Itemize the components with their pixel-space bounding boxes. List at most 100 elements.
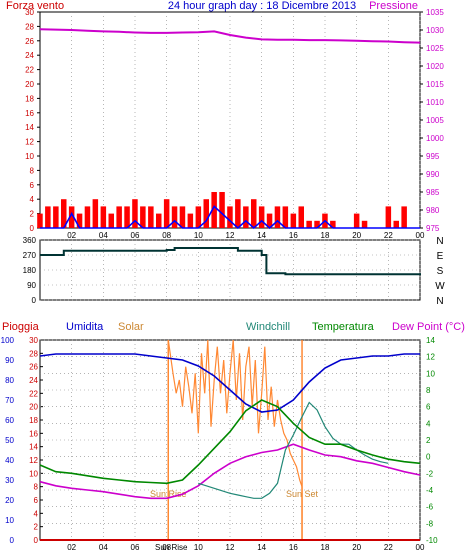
direction-plot: 0 N 90 W 180 S 270 E 360 N <box>23 236 446 307</box>
rain-tick-label: 6 <box>34 496 39 505</box>
wind-bar <box>235 199 241 228</box>
wind-tick-label: 24 <box>25 51 34 60</box>
humidity-tick-label: 20 <box>5 496 14 505</box>
wind-tick-label: 16 <box>25 109 34 118</box>
legend-solar: Solar <box>118 321 144 333</box>
humidity-tick-label: 50 <box>5 436 14 445</box>
rain-tick-label: 16 <box>29 429 38 438</box>
x-tick-label: 22 <box>384 543 393 552</box>
wind-bar <box>251 199 257 228</box>
temperature-tick-label: 2 <box>426 436 431 445</box>
legend-rain: Pioggia <box>2 321 40 333</box>
pressure-tick-label: 1000 <box>426 134 444 143</box>
compass-label: S <box>437 266 444 277</box>
wind-bar <box>306 220 312 228</box>
wind-bar <box>361 220 368 228</box>
wind-bar <box>108 213 114 228</box>
humidity-tick-label: 100 <box>1 336 15 345</box>
x-tick-label: 02 <box>67 231 76 240</box>
wind-bar <box>187 213 194 228</box>
rain-tick-label: 20 <box>29 403 38 412</box>
wind-bar <box>393 220 399 228</box>
x-tick-label: 06 <box>131 231 140 240</box>
x-tick-label: 02 <box>67 543 76 552</box>
wind-bar <box>203 199 209 228</box>
compass-label: N <box>436 296 443 307</box>
wind-tick-label: 0 <box>30 224 35 233</box>
x-tick-label: 08 <box>162 231 171 240</box>
rain-tick-label: 28 <box>29 349 38 358</box>
wind-bar <box>76 213 83 228</box>
x-tick-label: 20 <box>352 231 361 240</box>
wind-bar <box>314 220 320 228</box>
wind-bar <box>330 220 336 228</box>
humidity-tick-label: 40 <box>5 456 14 465</box>
direction-tick-label: 270 <box>23 251 37 260</box>
temperature-tick-label: -2 <box>426 469 434 478</box>
compass-label: W <box>435 281 445 292</box>
x-tick-label: 16 <box>289 231 298 240</box>
wind-bar <box>53 206 59 228</box>
x-tick-label: 22 <box>384 231 393 240</box>
x-tick-label: 04 <box>99 231 108 240</box>
wind-bar <box>385 206 392 228</box>
x-tick-label: 14 <box>257 543 266 552</box>
rain-tick-label: 12 <box>29 456 38 465</box>
humidity-tick-label: 80 <box>5 376 14 385</box>
wind-bar <box>140 206 146 228</box>
dew-point-line <box>39 443 421 500</box>
pressure-tick-label: 1025 <box>426 44 444 53</box>
wind-bar <box>219 192 225 228</box>
wind-tick-label: 30 <box>25 8 34 17</box>
x-tick-label: 16 <box>289 543 298 552</box>
x-tick-label: 06 <box>131 543 140 552</box>
wind-bar <box>282 206 289 228</box>
x-tick-label: 12 <box>226 231 235 240</box>
temperature-tick-label: -8 <box>426 519 434 528</box>
pressure-tick-label: 1035 <box>426 8 444 17</box>
wind-bar <box>211 192 217 228</box>
direction-tick-label: 360 <box>23 236 37 245</box>
x-tick-label: 10 <box>194 543 203 552</box>
x-tick-label: 00 <box>416 543 425 552</box>
wind-bar <box>353 213 360 228</box>
wind-bar <box>37 213 43 228</box>
wind-bar <box>179 206 186 228</box>
x-tick-label: 20 <box>352 543 361 552</box>
rain-tick-label: 18 <box>29 416 38 425</box>
direction-line <box>40 247 421 276</box>
pressure-tick-label: 1010 <box>426 98 444 107</box>
x-tick-label: 10 <box>194 231 203 240</box>
wind-tick-label: 10 <box>25 152 34 161</box>
pressure-line <box>39 28 421 44</box>
rain-tick-label: 2 <box>34 523 39 532</box>
wind-plot: 02 04 06 08 10 12 14 16 18 20 22 000246810121416182… <box>25 8 444 240</box>
direction-tick-label: 0 <box>32 296 37 305</box>
direction-tick-label: 90 <box>27 281 36 290</box>
wind-tick-label: 4 <box>30 195 35 204</box>
wind-bar <box>195 206 202 228</box>
rain-tick-label: 24 <box>29 376 38 385</box>
x-tick-label: 14 <box>257 231 266 240</box>
wind-bar <box>156 213 162 228</box>
rain-tick-label: 30 <box>29 336 38 345</box>
temperature-tick-label: 10 <box>426 369 435 378</box>
wind-bar <box>258 206 265 228</box>
rain-tick-label: 10 <box>29 469 38 478</box>
wind-tick-label: 12 <box>25 138 34 147</box>
wind-bar <box>45 206 51 228</box>
legend-humidity: Umidita <box>66 321 104 333</box>
rain-tick-label: 0 <box>34 536 39 545</box>
rain-tick-label: 14 <box>29 443 38 452</box>
x-tick-label: 12 <box>226 543 235 552</box>
wind-bar <box>100 206 107 228</box>
gust-line <box>40 205 420 230</box>
pressure-tick-label: 1020 <box>426 62 444 71</box>
pressure-tick-label: 995 <box>426 152 440 161</box>
rain-tick-label: 8 <box>34 483 39 492</box>
temperature-tick-label: -4 <box>426 486 434 495</box>
humidity-tick-label: 60 <box>5 416 14 425</box>
wind-bar <box>132 199 138 228</box>
